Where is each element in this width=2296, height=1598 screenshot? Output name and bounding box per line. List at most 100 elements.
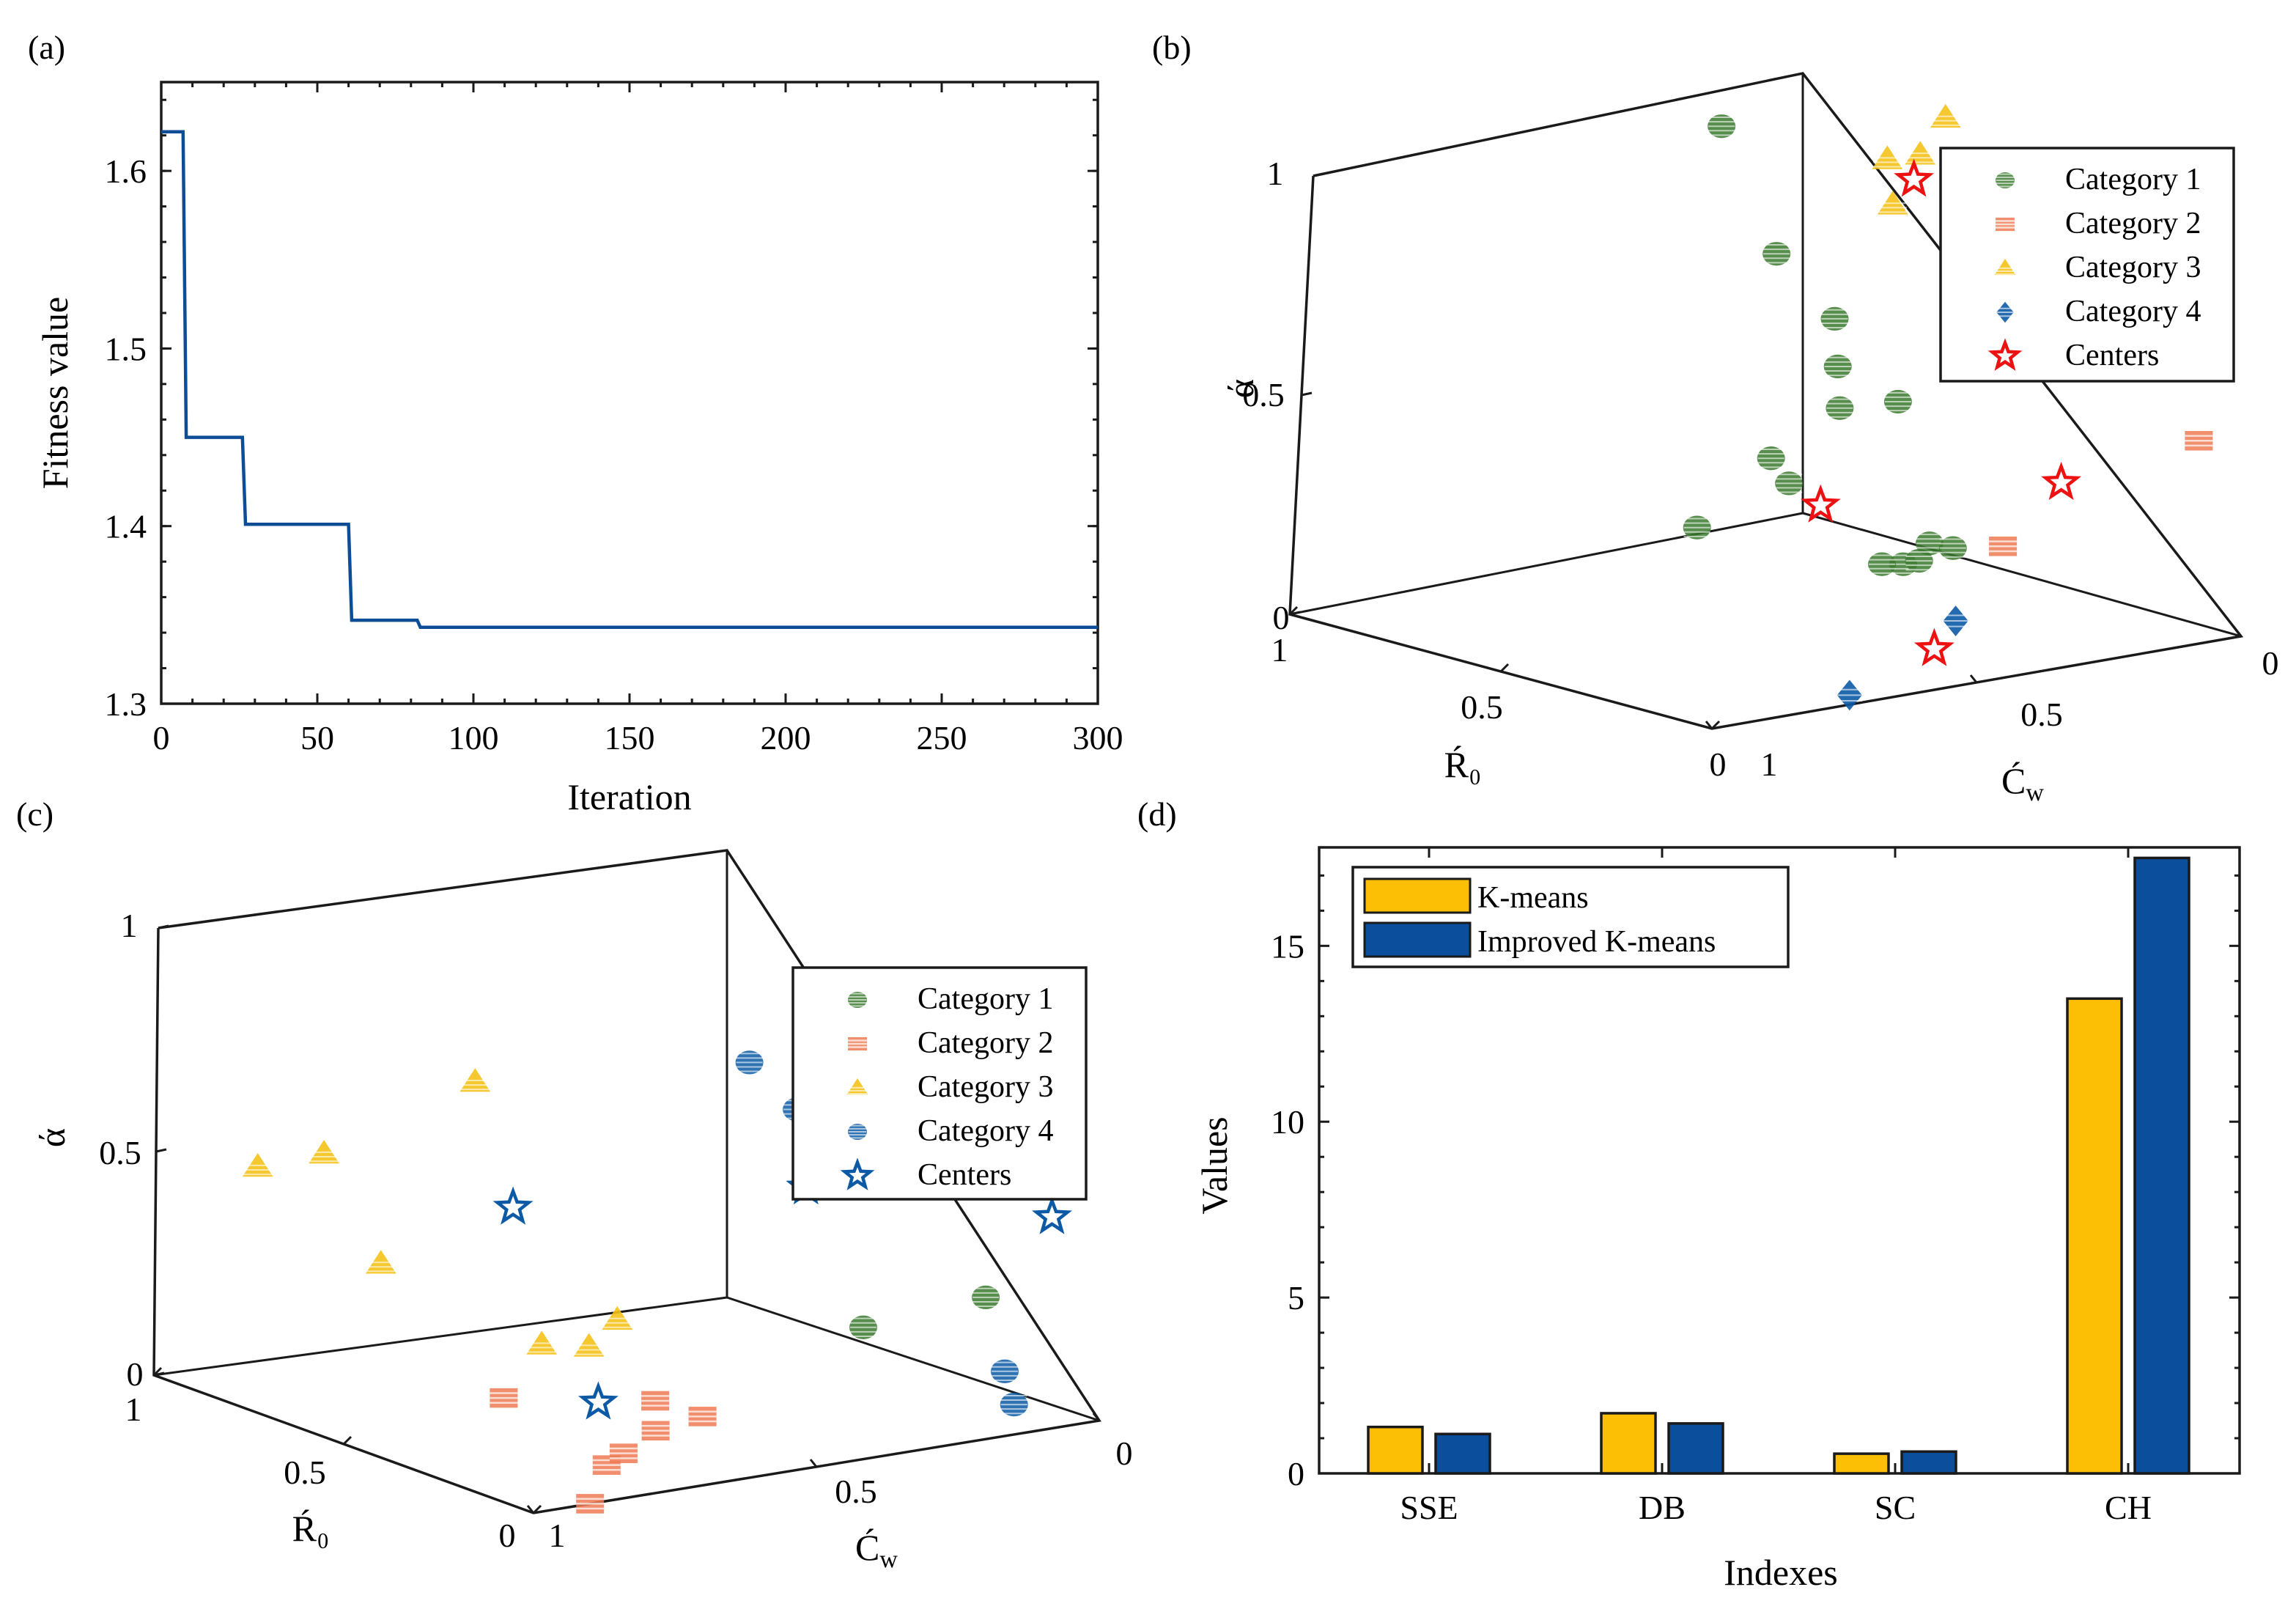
panel-label-d: (d) [1137,795,1177,833]
panel-a-xtick-label: 300 [1073,719,1123,756]
bar-k-means-ch [2066,997,2123,1475]
axis-tick-mark [342,1435,352,1446]
point-category-2 [592,1455,621,1475]
point-category-3 [365,1250,396,1274]
panel-d-bar-chart: (d) 0 5 10 15 SSE DB SC CH Indexes Values K-mea… [1137,795,2241,1593]
panel-b-ytick-1: 1 [1761,745,1778,783]
point-category-4 [1000,1392,1028,1417]
point-category-4 [991,1359,1019,1383]
point-category-3 [1872,145,1903,169]
point-category-2 [688,1407,717,1426]
point-category-1 [1883,389,1912,414]
point-category-2 [576,1494,605,1514]
bar-k-means-sse [1367,1425,1424,1475]
panel-b-ylabel: Ćw [2001,760,2044,806]
panel-c-ytick-05: 0.5 [835,1473,877,1510]
legend-marker-category-2 [1996,217,2015,232]
point-category-1 [849,1315,877,1339]
point-category-4 [735,1050,764,1075]
panel-b-ytick-0: 0 [2262,644,2279,682]
panel-a-xtick-label: 50 [300,719,334,756]
panel-d-category-label: SC [1875,1489,1916,1526]
panel-d-legend-kmeans: K-means [1477,881,1589,915]
panel-b-zlabel: ά [1220,379,1261,398]
point-category-1 [1915,531,1944,556]
legend-marker-category-4 [848,1123,867,1141]
panel-b-legend-cat4: Category 4 [2065,295,2201,328]
panel-a-ytick-label: 1.6 [105,152,147,190]
panel-label-a: (a) [28,29,65,66]
point-category-1 [1823,354,1852,379]
panel-d-ytick-label: 10 [1271,1103,1304,1141]
point-category-3 [459,1068,491,1092]
point-centers [1894,158,1935,197]
legend-marker-category-1 [848,991,867,1009]
panel-b-legend-centers: Centers [2065,339,2159,372]
panel-c-zlabel: ά [32,1128,73,1147]
point-category-1 [1905,548,1933,573]
axis-tick-mark [1705,721,1713,729]
panel-b-xlabel: Ŕ₀ [1444,744,1482,785]
panel-b-ztick-05: 0.5 [1242,376,1285,413]
legend-swatch-improved-kmeans [1363,921,1472,958]
panel-c-ticks [152,924,1101,1514]
panel-c-xtick-0: 0 [499,1517,516,1554]
panel-a-ytick-label: 1.4 [105,508,147,545]
point-centers [577,1381,619,1420]
point-centers [2041,461,2082,501]
point-category-4 [1837,680,1862,711]
panel-c-3d-scatter: (c) 1 0.5 0 1 0.5 0 1 0.5 0 Ŕ₀ Ćw ά Cate… [16,795,1133,1573]
panel-b-3d-scatter: (b) 1 0.5 0 1 0.5 0 1 0.5 0 Ŕ₀ Ćw ά Cate… [1152,29,2279,806]
axis-tick-mark [155,1148,167,1153]
panel-c-floor-edge-right [726,1296,1100,1422]
point-centers [1032,1196,1072,1234]
panel-label-c: (c) [16,795,53,833]
panel-d-ytick-label: 0 [1288,1455,1304,1492]
panel-c-legend-cat3: Category 3 [918,1070,1053,1104]
bar-improved-k-means-sse [1434,1432,1491,1475]
point-category-2 [2185,430,2213,451]
point-category-3 [242,1153,273,1177]
panel-b-ztick-1: 1 [1267,155,1284,192]
panel-b-xtick-1: 1 [1271,631,1288,669]
panel-a-xtick-label: 200 [761,719,811,756]
panel-c-ylabel: Ćw [855,1527,898,1573]
point-category-1 [1762,242,1791,266]
panel-c-legend-cat1: Category 1 [918,982,1053,1016]
panel-label-b: (b) [1152,29,1192,66]
panel-c-ytick-1: 1 [549,1517,566,1554]
panel-b-xtick-05: 0.5 [1461,688,1503,726]
point-category-1 [1775,471,1804,496]
panel-b-floor-edge-left [1289,512,1804,616]
point-category-2 [1989,537,2018,556]
axis-tick-mark [809,1459,818,1468]
axis-tick-mark [1288,605,1299,616]
panel-b-legend: Category 1 Category 2 Category 3 Categor… [1939,147,2235,383]
panel-b-floor-edge-right [1802,512,2242,638]
panel-b-xtick-0: 0 [1710,745,1727,783]
point-category-1 [1938,536,1967,560]
panel-b-points [1683,103,2213,711]
axis-tick-mark [1313,172,1324,177]
point-category-3 [573,1333,605,1357]
point-category-3 [1877,191,1908,215]
panel-a-axes-frame [160,81,1099,705]
point-category-3 [309,1140,339,1164]
panel-d-legend: K-means Improved K-means [1351,866,1790,968]
axis-tick-mark [152,1366,163,1377]
legend-marker-centers [840,1157,875,1190]
legend-marker-category-3 [1994,259,2016,276]
panel-c-legend-centers: Centers [918,1158,1011,1192]
panel-d-xlabel: Indexes [1724,1552,1838,1593]
fitness-line [161,130,1098,630]
axis-tick-mark [532,1504,542,1514]
panel-d-ylabel: Values [1194,1116,1235,1214]
legend-marker-category-2 [848,1037,867,1051]
panel-d-legend-improved: Improved K-means [1477,925,1716,959]
panel-a-ytick-label: 1.3 [105,685,147,723]
panel-a-xtick-label: 100 [449,719,499,756]
panel-d-category-label: DB [1639,1489,1686,1526]
point-category-2 [641,1391,670,1411]
panel-c-xtick-05: 0.5 [284,1454,326,1491]
